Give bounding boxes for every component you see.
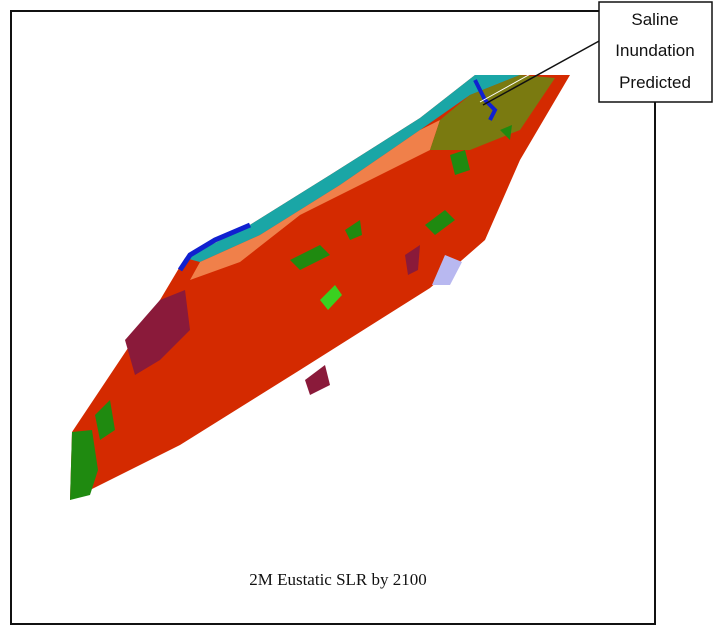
caption: 2M Eustatic SLR by 2100	[249, 570, 427, 589]
callout-line: Inundation	[615, 41, 694, 60]
callout-line: Saline	[631, 10, 678, 29]
callout-line: Predicted	[619, 73, 691, 92]
figure: Saline Inundation Predicted 2M Eustatic …	[0, 0, 715, 632]
page: {"callout": {"lines": ["Saline", "Inunda…	[0, 0, 715, 632]
